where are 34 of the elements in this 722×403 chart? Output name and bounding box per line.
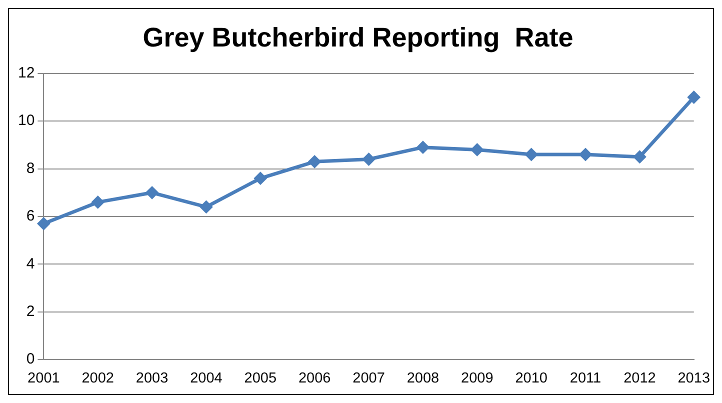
point [254,172,267,185]
x-tick-label: 2011 [570,370,602,386]
x-tick-label: 2003 [136,370,168,386]
x-tick-label: 2006 [298,370,331,386]
point [524,148,538,161]
x-tick-label: 2009 [461,370,494,386]
y-tick-label: 0 [26,350,35,368]
x-tick-label: 2008 [406,370,440,386]
point [308,155,322,168]
y-tick-label: 8 [26,160,35,177]
x-tick-label: 2013 [678,370,710,386]
y-tick-label: 12 [18,64,35,82]
point [633,150,646,164]
point [579,148,592,161]
y-tick-label: 10 [18,112,35,130]
point [470,143,484,156]
y-tick-label: 6 [26,208,35,225]
x-tick-label: 2012 [624,370,656,386]
y-tick-label: 4 [26,255,35,272]
point [416,140,430,154]
point [200,200,213,214]
point [91,196,104,209]
chart-title: Grey Butcherbird Reporting Rate [142,22,574,53]
x-tick-label: 2005 [244,370,277,386]
point [362,152,376,166]
x-tick-label: 2004 [190,370,222,386]
y-tick-label: 2 [26,303,35,320]
x-tick-label: 2002 [82,370,114,386]
x-tick-label: 2001 [28,370,60,386]
x-tick-label: 2007 [352,370,385,386]
point [37,217,50,230]
point [146,186,159,200]
point [687,90,700,104]
x-tick-label: 2010 [515,370,548,386]
